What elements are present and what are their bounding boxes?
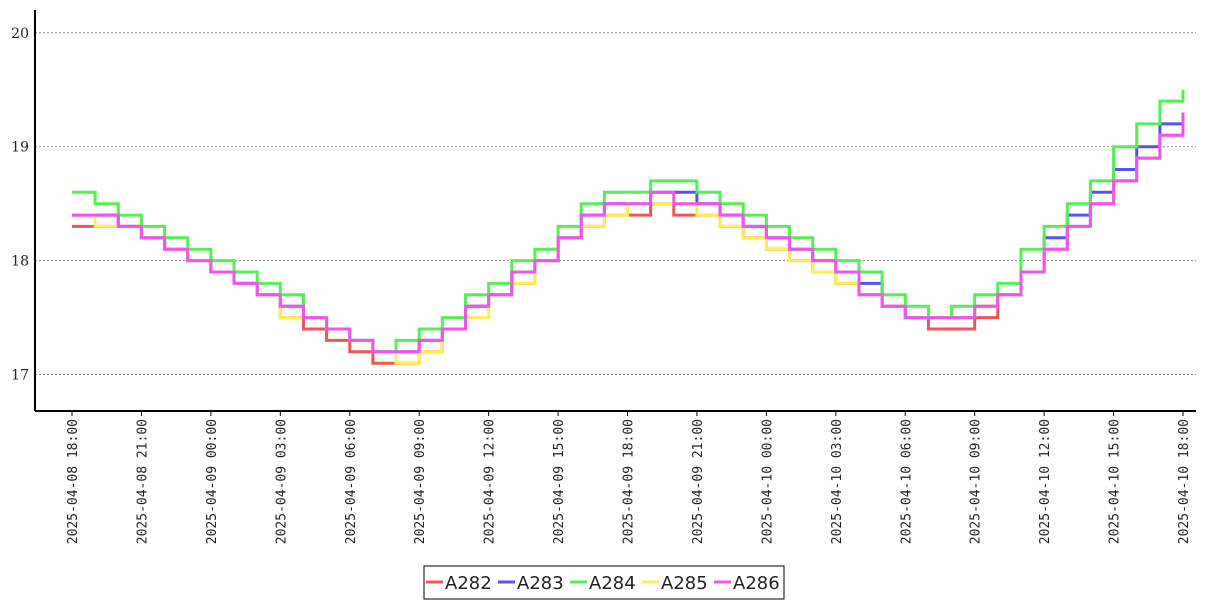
x-tick-label: 2025-04-10 06:00 xyxy=(899,419,914,544)
legend-label: A283 xyxy=(517,573,564,594)
x-tick-label: 2025-04-08 18:00 xyxy=(66,419,81,544)
x-tick-label: 2025-04-08 21:00 xyxy=(135,419,150,544)
series-line-a285 xyxy=(72,123,1185,365)
series-lines xyxy=(72,89,1185,365)
x-tick-label: 2025-04-09 00:00 xyxy=(205,419,220,544)
x-tick-label: 2025-04-09 06:00 xyxy=(344,419,359,544)
x-tick-label: 2025-04-09 18:00 xyxy=(622,419,637,544)
y-axis-ticks: 17 18 19 20 xyxy=(11,26,29,384)
x-tick-label: 2025-04-09 15:00 xyxy=(552,419,567,544)
legend-label: A282 xyxy=(445,573,492,594)
series-line-a284 xyxy=(72,89,1185,354)
x-tick-label: 2025-04-10 12:00 xyxy=(1038,419,1053,544)
series-line-a283 xyxy=(72,112,1185,354)
legend: A282 A283 A284 A285 A286 xyxy=(423,565,785,600)
x-tick-label: 2025-04-10 09:00 xyxy=(969,419,984,544)
series-line-a286 xyxy=(72,112,1185,354)
x-tick-label: 2025-04-09 21:00 xyxy=(691,419,706,544)
legend-label: A285 xyxy=(661,573,708,594)
legend-label: A284 xyxy=(589,573,636,594)
x-tick-label: 2025-04-09 03:00 xyxy=(274,419,289,544)
x-tick-label: 2025-04-10 03:00 xyxy=(830,419,845,544)
x-tick-label: 2025-04-09 12:00 xyxy=(483,419,498,544)
x-tick-label: 2025-04-09 09:00 xyxy=(413,419,428,544)
series-line-a282 xyxy=(72,123,1185,365)
y-tick-label: 18 xyxy=(11,254,29,270)
x-tick-label: 2025-04-10 15:00 xyxy=(1108,419,1123,544)
y-tick-label: 20 xyxy=(11,26,29,42)
legend-label: A286 xyxy=(733,573,780,594)
x-tick-label: 2025-04-10 00:00 xyxy=(760,419,775,544)
axes xyxy=(34,10,1196,412)
y-tick-label: 19 xyxy=(11,140,29,156)
x-tick-label: 2025-04-10 18:00 xyxy=(1177,419,1192,544)
y-tick-label: 17 xyxy=(11,368,29,384)
x-axis-ticks: 2025-04-08 18:00 2025-04-08 21:00 2025-04-… xyxy=(66,411,1192,544)
